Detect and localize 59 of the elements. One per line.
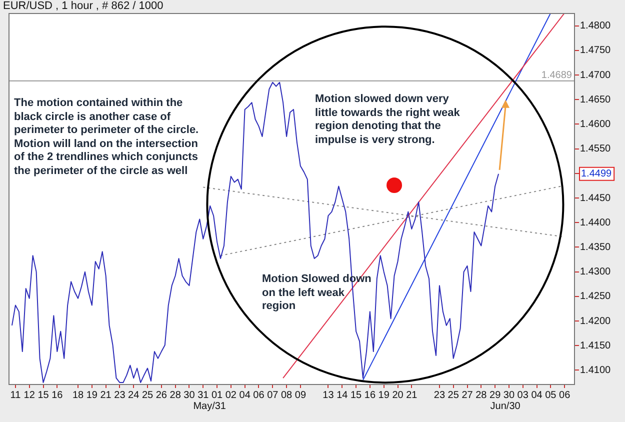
- y-tick-label: 1.4750: [580, 45, 612, 56]
- y-tick-label: 1.4700: [580, 70, 612, 81]
- x-tick-label: 28: [170, 390, 182, 401]
- x-tick-label: 24: [128, 390, 140, 401]
- x-tick-label: 01: [211, 390, 224, 401]
- x-tick-label: 06: [253, 390, 265, 401]
- x-tick-label: 21: [406, 390, 418, 401]
- x-tick-label: 14: [336, 390, 348, 401]
- y-tick-label: 1.4200: [580, 316, 612, 327]
- y-tick-label: 1.4550: [580, 144, 612, 155]
- y-tick-label: 1.4450: [580, 192, 612, 204]
- text: May/31: [193, 401, 226, 412]
- x-tick-label: 29: [490, 390, 502, 401]
- x-tick-label: 02: [225, 390, 237, 401]
- x-tick-label: 19: [86, 390, 98, 401]
- x-tick-label: 08: [280, 390, 293, 401]
- x-tick-label: 04: [239, 390, 251, 401]
- x-tick-label: 15: [350, 390, 362, 401]
- y-tick-label: 1.4650: [580, 94, 612, 106]
- x-tick-label: 16: [52, 390, 64, 401]
- x-tick-label: 06: [559, 390, 571, 401]
- x-tick-label: 25: [448, 390, 460, 401]
- x-tick-label: 16: [364, 390, 376, 401]
- ref-line-label: 1.4689: [541, 70, 572, 82]
- x-tick-label: 31: [198, 390, 210, 401]
- text: Jun/30: [490, 401, 520, 412]
- x-tick-label: 07: [267, 390, 279, 401]
- x-tick-label: 11: [10, 390, 22, 401]
- y-tick-label: 1.4800: [580, 20, 612, 32]
- x-tick-label: 12: [24, 390, 36, 401]
- x-tick-label: 27: [462, 390, 474, 401]
- x-tick-label: 19: [378, 390, 390, 401]
- x-tick-label: 20: [392, 390, 404, 401]
- x-tick-label: 26: [156, 390, 168, 401]
- y-tick-label: 1.4250: [580, 291, 612, 302]
- y-tick-label: 1.4600: [580, 118, 612, 130]
- x-tick-label: 04: [531, 390, 543, 401]
- y-tick-label: 1.4300: [580, 266, 612, 278]
- x-tick-label: 21: [100, 390, 112, 401]
- x-tick-label: 30: [184, 390, 196, 401]
- x-tick-label: 18: [72, 390, 84, 401]
- x-tick-label: 23: [114, 390, 126, 401]
- annotation: The motion contained within the black circle is another case of perimeter to perimeter of the circle. Motion will land on the intersection of the 2 trendlines which conjuncts the perimeter of the circle as well: [14, 97, 200, 178]
- x-tick-label: 13: [322, 390, 334, 401]
- x-tick-label: 15: [38, 390, 50, 401]
- text: 1.4499: [581, 168, 612, 180]
- x-tick-label: 05: [545, 390, 557, 401]
- y-tick-label: 1.4350: [580, 242, 612, 253]
- x-tick-label: 25: [142, 390, 154, 401]
- y-tick-label: 1.4100: [580, 364, 612, 376]
- chart-title: EUR/USD , 1 hour , # 862 / 1000: [3, 0, 164, 12]
- annotation: Motion slowed down very little towards the right weak region denoting that the impulse is very strong.: [315, 93, 461, 147]
- x-tick-label: 03: [517, 390, 529, 401]
- y-tick-label: 1.4150: [580, 340, 612, 352]
- x-tick-label: 09: [294, 390, 306, 401]
- x-tick-label: 23: [434, 390, 446, 401]
- y-tick-label: 1.4400: [580, 217, 612, 228]
- x-tick-label: 30: [503, 390, 515, 401]
- x-tick-label: 28: [476, 390, 488, 401]
